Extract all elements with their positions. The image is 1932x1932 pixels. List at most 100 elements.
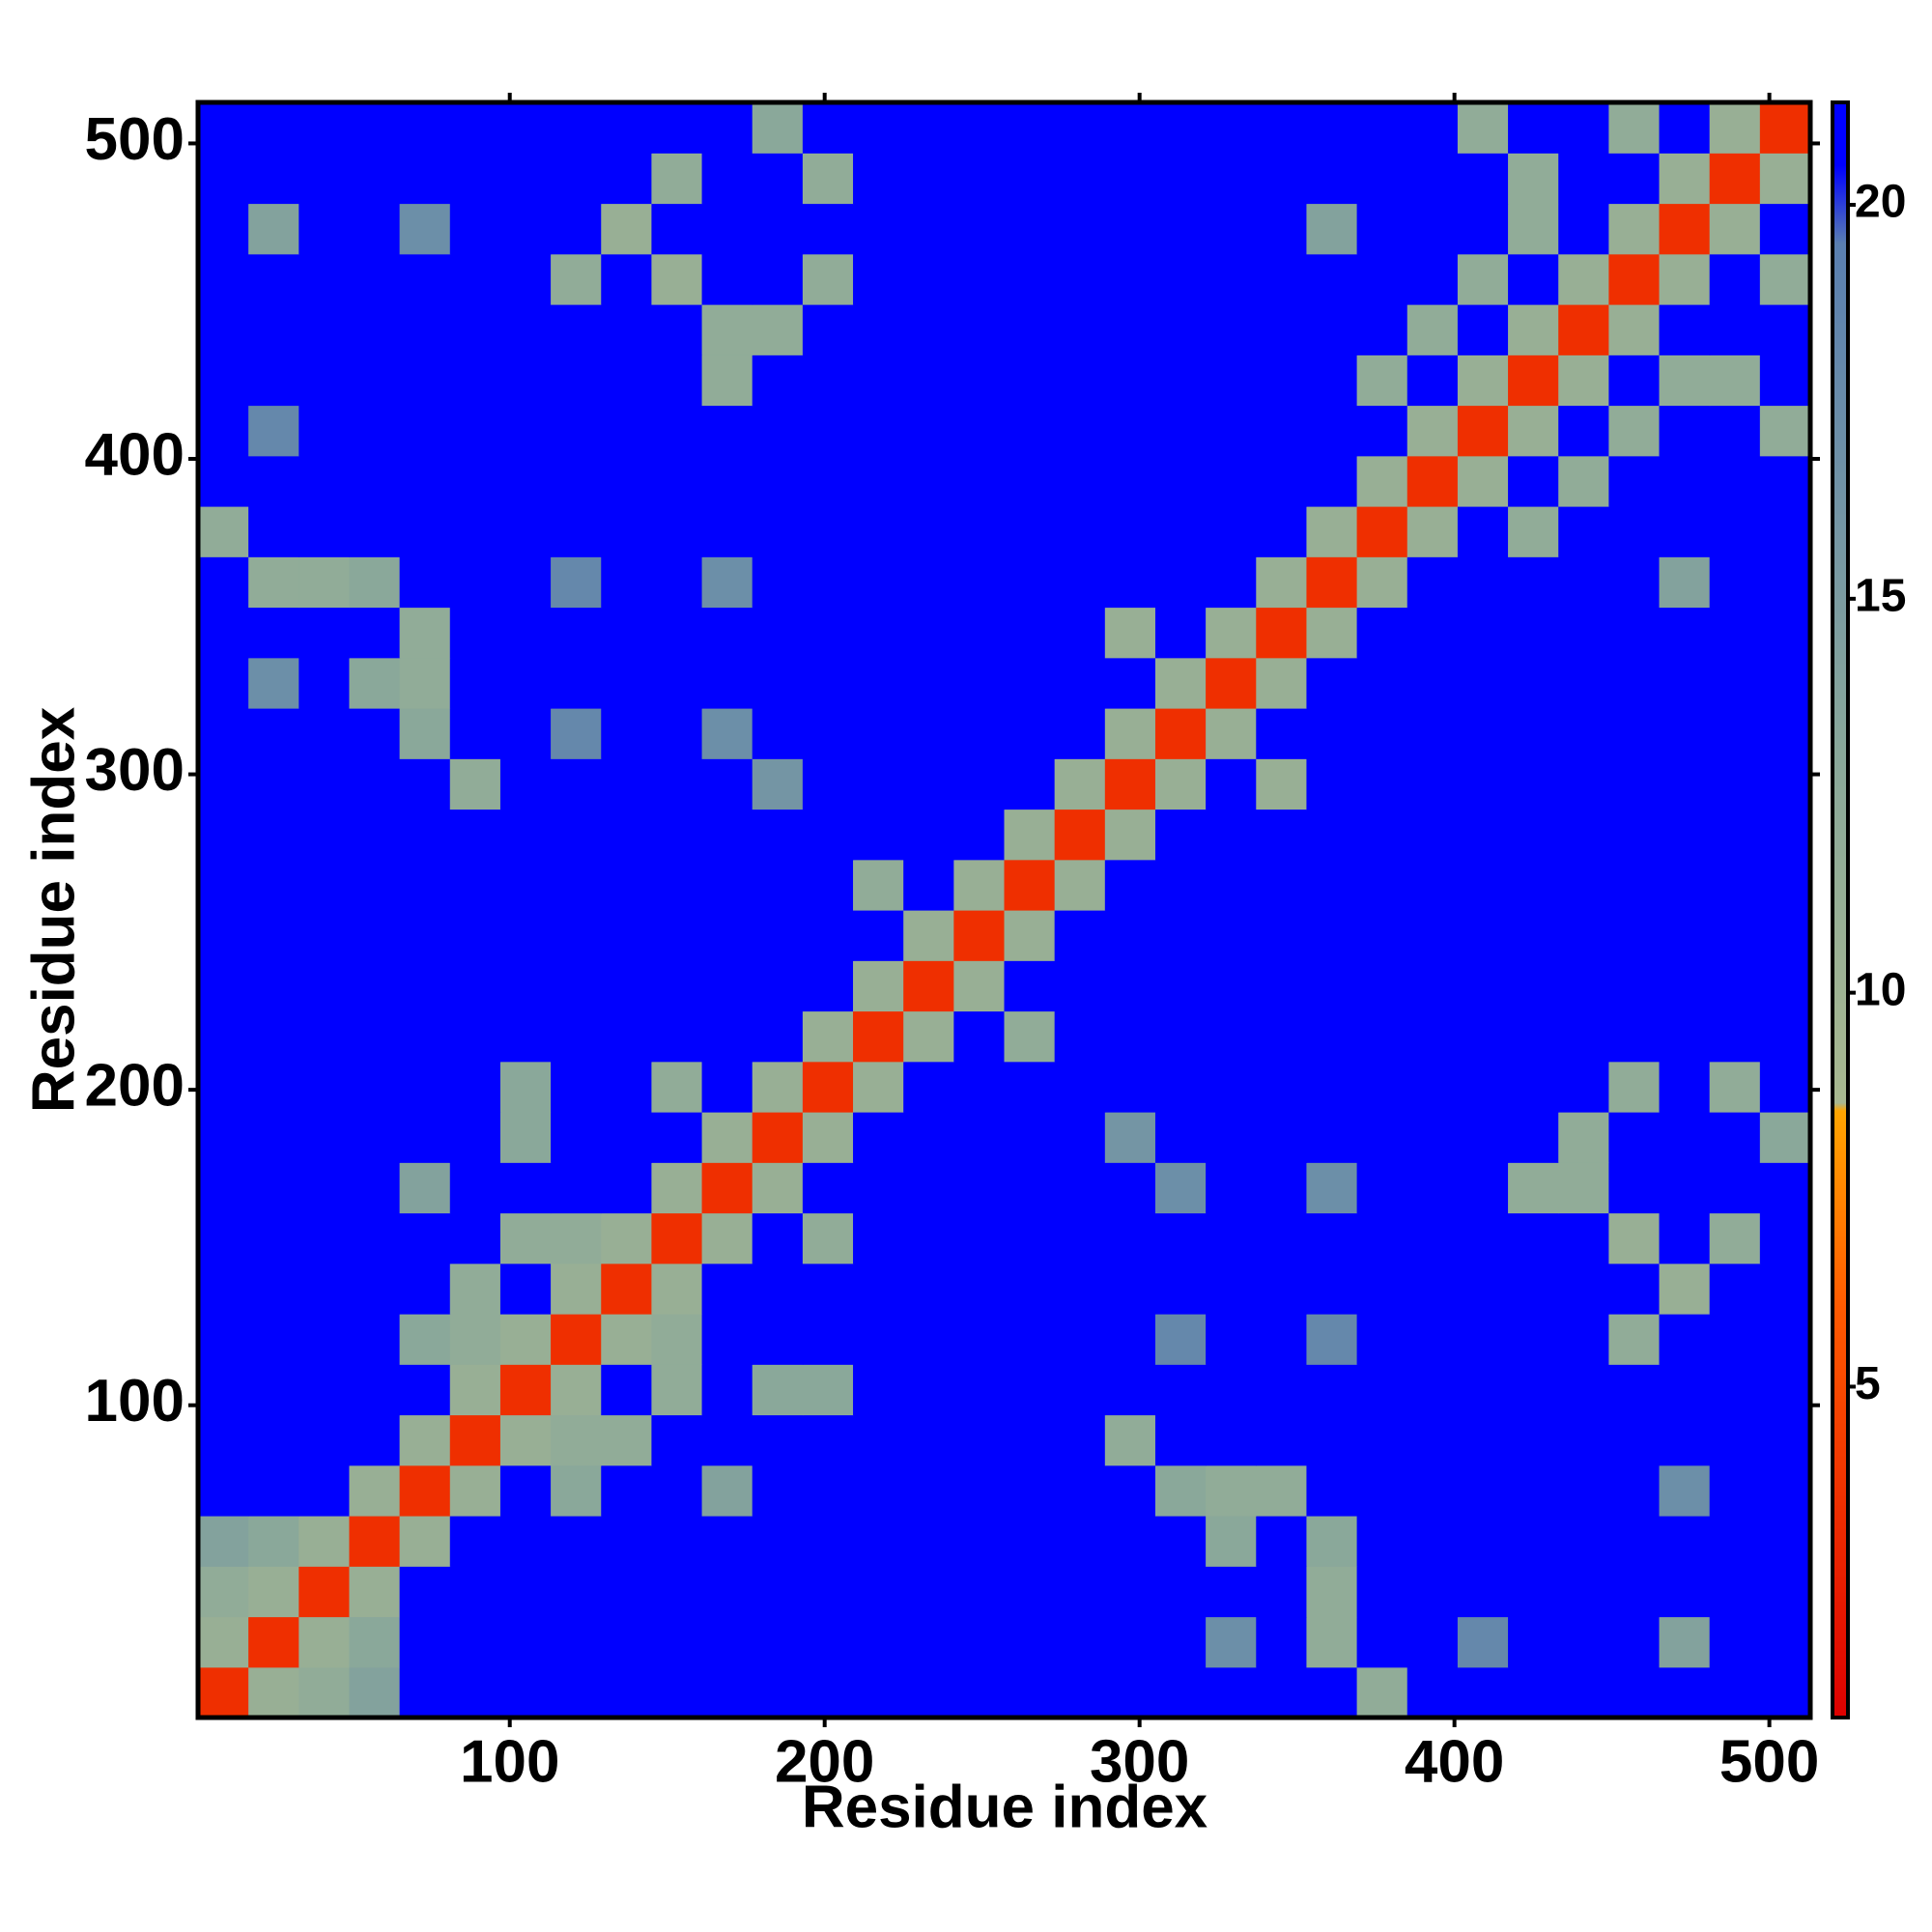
heatmap-cell — [853, 304, 904, 355]
heatmap-cell — [752, 1263, 804, 1315]
heatmap-cell — [802, 455, 854, 507]
heatmap-cell — [1406, 910, 1459, 961]
heatmap-cell — [1659, 1566, 1711, 1618]
heatmap-cell — [601, 455, 653, 507]
heatmap-cell — [1206, 355, 1257, 407]
heatmap-cell — [1659, 355, 1711, 407]
heatmap-cell — [651, 102, 703, 154]
heatmap-cell — [298, 657, 351, 709]
heatmap-cell — [298, 304, 351, 355]
heatmap-cell — [1104, 809, 1156, 861]
heatmap-cell — [1206, 556, 1257, 609]
heatmap-cell — [1709, 657, 1761, 709]
heatmap-cell — [601, 1566, 653, 1618]
heatmap-cell — [499, 405, 552, 457]
heatmap-cell — [601, 1112, 653, 1163]
heatmap-cell — [1457, 960, 1509, 1012]
heatmap-cell — [1406, 607, 1459, 659]
heatmap-cell — [601, 153, 653, 205]
heatmap-cell — [1457, 758, 1509, 810]
heatmap-cell — [903, 1010, 954, 1063]
heatmap-cell — [499, 253, 552, 305]
heatmap-cell — [701, 809, 753, 861]
heatmap-cell — [1356, 1162, 1408, 1214]
heatmap-cell — [1054, 1314, 1106, 1365]
heatmap-cell — [198, 153, 249, 205]
heatmap-cell — [903, 203, 954, 255]
heatmap-cell — [1256, 1516, 1308, 1567]
heatmap-cell — [601, 607, 653, 659]
heatmap-cell — [1054, 1061, 1106, 1113]
heatmap-cell — [601, 1414, 653, 1466]
heatmap-cell — [1004, 1061, 1056, 1113]
colorbar-tick-label: 20 — [1855, 177, 1906, 228]
heatmap-cell — [349, 758, 401, 810]
heatmap-cell — [1206, 1212, 1257, 1264]
heatmap-cell — [651, 960, 703, 1012]
heatmap-cell — [1206, 506, 1257, 557]
heatmap-cell — [752, 960, 804, 1012]
heatmap-cell — [1004, 1516, 1056, 1567]
heatmap-cell — [701, 556, 753, 609]
heatmap-cell — [1457, 355, 1509, 407]
heatmap-cell — [499, 355, 552, 407]
heatmap-cell — [1256, 304, 1308, 355]
heatmap-cell — [198, 1212, 249, 1264]
heatmap-cell — [248, 1464, 299, 1517]
heatmap-cell — [1356, 556, 1408, 609]
heatmap-cell — [1659, 1112, 1711, 1163]
heatmap-cell — [1558, 960, 1609, 1012]
heatmap-cell — [198, 1061, 249, 1113]
heatmap-cell — [1508, 405, 1559, 457]
heatmap-cell — [198, 809, 249, 861]
heatmap-cell — [752, 1616, 804, 1668]
heatmap-cell — [1608, 910, 1661, 961]
heatmap-cell — [752, 506, 804, 557]
heatmap-cell — [651, 708, 703, 759]
heatmap-cell — [701, 1414, 753, 1466]
heatmap-cell — [1104, 1566, 1156, 1618]
heatmap-cell — [953, 304, 1006, 355]
heatmap-cell — [1709, 355, 1761, 407]
heatmap-cell — [903, 355, 954, 407]
heatmap-cell — [853, 1464, 904, 1517]
heatmap-cell — [1406, 758, 1459, 810]
heatmap-cell — [248, 355, 299, 407]
heatmap-cell — [1256, 809, 1308, 861]
heatmap-cell — [1154, 1112, 1207, 1163]
heatmap-cell — [1457, 304, 1509, 355]
heatmap-cell — [1709, 102, 1761, 154]
heatmap-cell — [1457, 455, 1509, 507]
heatmap-cell — [651, 1414, 703, 1466]
heatmap-cell — [853, 960, 904, 1012]
heatmap-cell — [248, 607, 299, 659]
heatmap-cell — [1054, 1212, 1106, 1264]
heatmap-cell — [1608, 1566, 1661, 1618]
heatmap-cell — [1104, 1464, 1156, 1517]
heatmap-cell — [1558, 1010, 1609, 1063]
heatmap-cell — [198, 1616, 249, 1668]
heatmap-cell — [399, 102, 451, 154]
heatmap-cell — [298, 102, 351, 154]
heatmap-cell — [1608, 1364, 1661, 1416]
heatmap-cell — [752, 203, 804, 255]
heatmap-cell — [853, 1061, 904, 1113]
heatmap-cell — [1508, 506, 1559, 557]
heatmap-cell — [1558, 859, 1609, 911]
heatmap-cell — [399, 304, 451, 355]
heatmap-cell — [1406, 203, 1459, 255]
heatmap-cell — [1306, 859, 1358, 911]
heatmap-cell — [1356, 859, 1408, 911]
heatmap-cell — [853, 1212, 904, 1264]
heatmap-cell — [1558, 506, 1609, 557]
heatmap-cell — [1558, 657, 1609, 709]
heatmap-cell — [1608, 1061, 1661, 1113]
heatmap-cell — [1709, 1212, 1761, 1264]
heatmap-cell — [449, 1263, 501, 1315]
heatmap-cell — [1206, 405, 1257, 457]
heatmap-cell — [1054, 708, 1106, 759]
heatmap-cell — [1104, 253, 1156, 305]
heatmap-cell — [1306, 1464, 1358, 1517]
heatmap-cell — [1406, 708, 1459, 759]
heatmap-cell — [248, 1364, 299, 1416]
